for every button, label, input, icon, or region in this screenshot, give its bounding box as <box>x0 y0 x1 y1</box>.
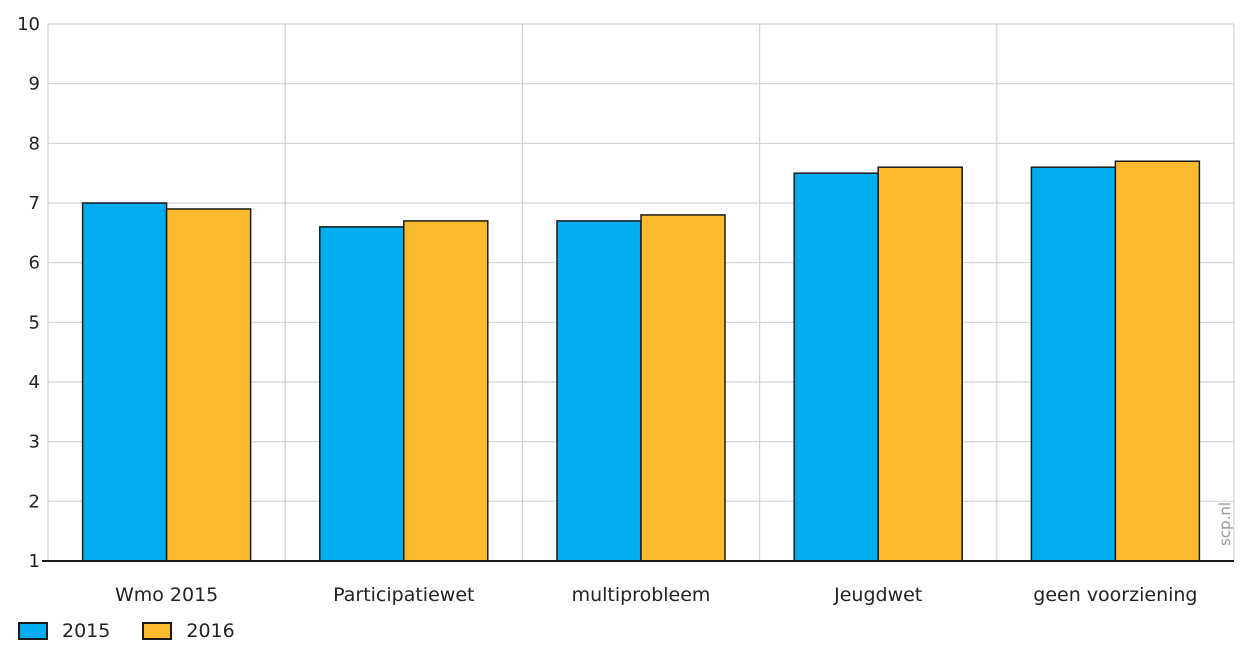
legend-item-2016: 2016 <box>142 620 235 642</box>
bar-2015-1 <box>319 226 405 562</box>
bar-chart: 1 2 3 4 5 6 7 8 9 10 Wmo 2015 Participatiewet multi… <box>17 14 1235 606</box>
legend-swatch-2015 <box>18 622 48 640</box>
y-tick-label-2: 2 <box>29 491 40 512</box>
y-tick-label-3: 3 <box>29 432 40 453</box>
x-tick-label-1: Participatiewet <box>333 584 474 606</box>
bar-2016-1 <box>403 220 489 562</box>
x-tick-label-4: geen voorziening <box>1033 584 1197 606</box>
x-tick-label-2: multiprobleem <box>572 584 711 606</box>
bar-2016-4 <box>1114 160 1201 562</box>
y-tick-label-4: 4 <box>29 372 40 393</box>
y-tick-label-7: 7 <box>29 193 40 214</box>
bar-2015-3 <box>793 172 879 562</box>
y-tick-label-1: 1 <box>29 551 40 572</box>
legend-label-2016: 2016 <box>186 620 235 642</box>
legend: 2015 2016 <box>18 620 235 642</box>
y-axis-ticks: 1 2 3 4 5 6 7 8 9 10 <box>17 14 40 572</box>
legend-item-2015: 2015 <box>18 620 110 642</box>
watermark-text: scp.nl <box>1216 502 1234 546</box>
y-tick-label-6: 6 <box>29 253 40 274</box>
bars <box>81 160 1201 562</box>
x-axis-labels: Wmo 2015 Participatiewet multiprobleem Jeug… <box>115 584 1198 606</box>
bar-2015-4 <box>1030 166 1117 562</box>
legend-swatch-2016 <box>142 622 173 640</box>
y-tick-label-10: 10 <box>17 14 40 35</box>
bar-2016-2 <box>640 214 726 562</box>
y-tick-label-9: 9 <box>29 74 40 95</box>
x-tick-label-0: Wmo 2015 <box>115 584 218 606</box>
y-tick-label-5: 5 <box>29 312 40 333</box>
x-tick-label-3: Jeugdwet <box>833 584 922 606</box>
bar-2016-0 <box>165 208 252 562</box>
bar-2016-3 <box>877 166 963 562</box>
bar-2015-2 <box>556 220 642 562</box>
y-tick-label-8: 8 <box>29 133 40 154</box>
legend-label-2015: 2015 <box>62 620 111 642</box>
bar-2015-0 <box>81 202 168 562</box>
